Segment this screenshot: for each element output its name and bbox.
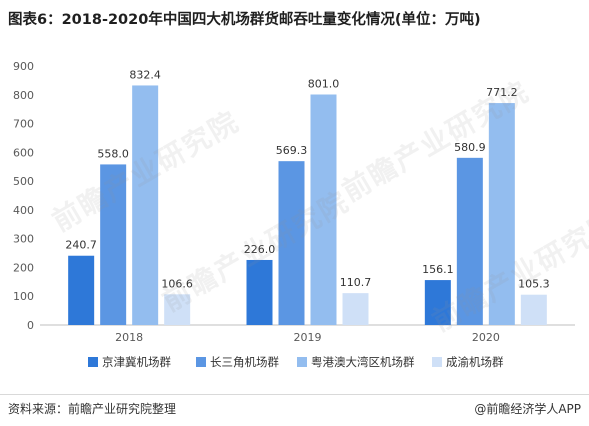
bar-4-2018: [164, 294, 191, 325]
legend-swatch: [196, 357, 206, 367]
bar-2-2019: [278, 161, 305, 325]
chart-title: 图表6：2018-2020年中国四大机场群货邮吞吐量变化情况(单位：万吨): [8, 12, 481, 28]
bar-1-2020: [424, 280, 451, 325]
data-label: 106.6: [161, 277, 193, 290]
bar-2-2020: [456, 157, 483, 325]
data-label: 156.1: [422, 263, 454, 276]
data-label: 801.0: [308, 77, 340, 90]
y-tick-label: 300: [13, 233, 34, 246]
bar-4-2020: [520, 294, 547, 325]
source-note: 资料来源：前瞻产业研究院整理: [8, 402, 177, 416]
y-tick-label: 700: [13, 118, 34, 131]
footer-divider: [0, 394, 589, 395]
legend-label: 粤港澳大湾区机场群: [311, 355, 415, 369]
x-tick-label: 2018: [115, 331, 143, 344]
bar-3-2020: [488, 103, 515, 325]
y-tick-label: 400: [13, 204, 34, 217]
y-tick-label: 900: [13, 60, 34, 73]
bar-3-2019: [310, 94, 337, 326]
data-label: 226.0: [244, 243, 276, 256]
legend-label: 京津冀机场群: [102, 355, 171, 369]
brand-credit: @前瞻经济学人APP: [474, 400, 581, 417]
data-label: 832.4: [129, 68, 161, 81]
brand-text: @前瞻经济学人APP: [474, 402, 581, 416]
bar-1-2018: [68, 255, 95, 325]
bar-4-2019: [342, 293, 369, 325]
data-label: 771.2: [486, 86, 518, 99]
data-label: 569.3: [276, 144, 308, 157]
data-label: 105.3: [518, 278, 550, 291]
legend-label: 成渝机场群: [446, 355, 504, 369]
data-label: 558.0: [97, 147, 129, 160]
y-tick-label: 100: [13, 290, 34, 303]
x-tick-label: 2020: [472, 331, 500, 344]
x-tick-label: 2019: [294, 331, 322, 344]
y-tick-label: 200: [13, 261, 34, 274]
data-label: 580.9: [454, 141, 486, 154]
legend-label: 长三角机场群: [210, 355, 279, 369]
bar-1-2019: [246, 259, 273, 325]
y-tick-label: 0: [27, 319, 34, 332]
y-tick-label: 600: [13, 146, 34, 159]
bar-2-2018: [100, 164, 127, 325]
legend-swatch: [88, 357, 98, 367]
y-tick-label: 800: [13, 89, 34, 102]
data-label: 110.7: [340, 276, 372, 289]
data-label: 240.7: [65, 239, 97, 252]
legend-swatch: [297, 357, 307, 367]
bar-3-2018: [132, 85, 159, 325]
y-tick-label: 500: [13, 175, 34, 188]
legend-swatch: [432, 357, 442, 367]
